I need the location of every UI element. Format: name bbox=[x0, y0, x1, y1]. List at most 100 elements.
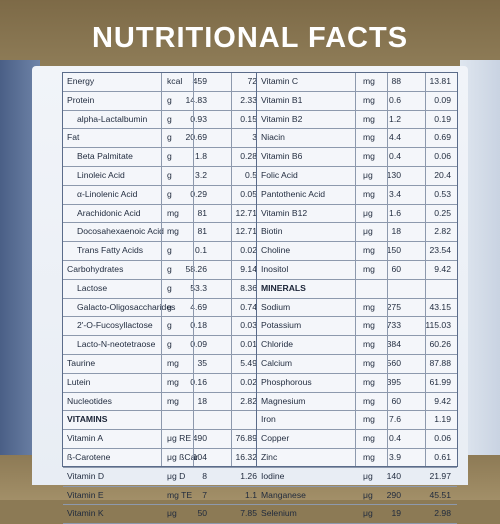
nutrient-name: Iodine bbox=[261, 470, 285, 481]
value-per-100g: 384 bbox=[386, 339, 401, 350]
value-per-serving: 87.88 bbox=[429, 357, 451, 368]
nutrient-name: Beta Palmitate bbox=[77, 151, 133, 162]
value-per-serving: 115.03 bbox=[425, 320, 451, 331]
value-per-serving: 0.05 bbox=[240, 188, 257, 199]
table-row: Linoleic Acid g 3.2 0.5 bbox=[63, 167, 263, 186]
value-per-100g: 290 bbox=[386, 489, 401, 500]
nutrient-unit: mg bbox=[363, 320, 375, 331]
nutrient-name: Lactose bbox=[77, 282, 108, 293]
nutrient-unit: mg bbox=[363, 113, 375, 124]
nutrient-name: Inositol bbox=[261, 263, 289, 274]
table-row: Inositol mg 60 9.42 bbox=[257, 261, 457, 280]
value-per-serving: 1.26 bbox=[240, 470, 257, 481]
nutrient-unit: g bbox=[167, 113, 172, 124]
value-per-serving: 16.32 bbox=[235, 451, 257, 462]
nutrient-name: Biotin bbox=[261, 226, 283, 237]
section-heading: MINERALS bbox=[257, 280, 457, 299]
table-row: Iron mg 7.6 1.19 bbox=[257, 411, 457, 431]
value-per-serving: 0.01 bbox=[240, 339, 257, 350]
nutrient-unit: g bbox=[167, 263, 172, 274]
value-per-serving: 3 bbox=[252, 132, 257, 143]
value-per-100g: 0.18 bbox=[190, 320, 207, 331]
nutrient-unit: mg bbox=[167, 357, 179, 368]
value-per-100g: 19 bbox=[391, 508, 401, 519]
value-per-100g: 4.4 bbox=[389, 132, 401, 143]
value-per-100g: 0.29 bbox=[190, 188, 207, 199]
nutrient-name: Chloride bbox=[261, 339, 294, 350]
nutrient-name: Sodium bbox=[261, 301, 291, 312]
table-row: Sodium mg 275 43.15 bbox=[257, 299, 457, 318]
table-row: Iodine μg 140 21.97 bbox=[257, 468, 457, 487]
value-per-serving: 0.19 bbox=[434, 113, 451, 124]
nutrient-unit: g bbox=[167, 94, 172, 105]
table-row: Lactose g 53.3 8.36 bbox=[63, 280, 263, 299]
nutrient-unit: μg bbox=[363, 489, 373, 500]
nutrient-unit: mg TE bbox=[167, 489, 193, 500]
value-per-serving: 0.25 bbox=[434, 207, 451, 218]
page-title: NUTRITIONAL FACTS bbox=[91, 22, 409, 54]
value-per-100g: 733 bbox=[386, 320, 401, 331]
table-row: Vitamin C mg 88 13.81 bbox=[257, 73, 457, 92]
table-row: Lacto-N-neotetraose g 0.09 0.01 bbox=[63, 336, 263, 355]
value-per-serving: 0.5 bbox=[245, 169, 257, 180]
nutrient-unit: g bbox=[167, 320, 172, 331]
value-per-serving: 0.28 bbox=[240, 151, 257, 162]
table-row: Trans Fatty Acids g 0.1 0.02 bbox=[63, 242, 263, 261]
nutrient-name: Vitamin B12 bbox=[261, 207, 308, 218]
nutrient-unit: mg bbox=[363, 245, 375, 256]
value-per-serving: 1.1 bbox=[245, 489, 257, 500]
nutrient-name: Lacto-N-neotetraose bbox=[77, 339, 156, 350]
value-per-serving: 0.02 bbox=[240, 245, 257, 256]
value-per-100g: 58.26 bbox=[185, 263, 207, 274]
table-row: Taurine mg 35 5.49 bbox=[63, 355, 263, 374]
table-row: Beta Palmitate g 1.8 0.28 bbox=[63, 148, 263, 167]
nutrient-unit: μg bbox=[363, 226, 373, 237]
nutrient-name: alpha-Lactalbumin bbox=[77, 113, 148, 124]
value-per-serving: 2.98 bbox=[434, 508, 451, 519]
table-row: Pantothenic Acid mg 3.4 0.53 bbox=[257, 186, 457, 205]
value-per-serving: 0.09 bbox=[434, 94, 451, 105]
table-row: Vitamin A μg RE 490 76.89 bbox=[63, 430, 263, 449]
table-row: alpha-Lactalbumin g 0.93 0.15 bbox=[63, 111, 263, 130]
table-row: Vitamin D μg D 8 1.26 bbox=[63, 468, 263, 487]
nutrient-unit: mg bbox=[363, 451, 375, 462]
value-per-100g: 8 bbox=[202, 470, 207, 481]
section-heading: VITAMINS bbox=[63, 411, 263, 431]
value-per-100g: 50 bbox=[197, 508, 207, 519]
nutrient-name: VITAMINS bbox=[67, 414, 108, 425]
value-per-serving: 12.71 bbox=[235, 226, 257, 237]
nutrient-unit: mg bbox=[363, 395, 375, 406]
value-per-serving: 45.51 bbox=[429, 489, 451, 500]
column-divider bbox=[161, 73, 162, 466]
nutrient-name: Phosphorous bbox=[261, 376, 312, 387]
nutrient-name: Magnesium bbox=[261, 395, 306, 406]
table-row: ß-Carotene μg ßCar 104 16.32 bbox=[63, 449, 263, 468]
nutrient-name: Nucleotides bbox=[67, 395, 112, 406]
nutrient-unit: mg bbox=[363, 76, 375, 86]
nutrient-unit: mg bbox=[363, 94, 375, 105]
nutrient-name: Vitamin C bbox=[261, 76, 299, 86]
value-per-serving: 0.03 bbox=[240, 320, 257, 331]
value-per-100g: 81 bbox=[197, 207, 207, 218]
table-row: 2'-O-Fucosyllactose g 0.18 0.03 bbox=[63, 317, 263, 337]
value-per-serving: 0.06 bbox=[434, 151, 451, 162]
nutrient-unit: mg bbox=[167, 395, 179, 406]
value-per-100g: 560 bbox=[386, 357, 401, 368]
nutrient-name: Linoleic Acid bbox=[77, 169, 125, 180]
nutrient-name: Vitamin K bbox=[67, 508, 104, 519]
table-row: Zinc mg 3.9 0.61 bbox=[257, 449, 457, 468]
column-divider bbox=[425, 73, 426, 466]
value-per-serving: 0.53 bbox=[434, 188, 451, 199]
nutrient-name: Docosahexaenoic Acid bbox=[77, 226, 164, 237]
nutrient-name: Niacin bbox=[261, 132, 285, 143]
nutrient-unit: μg bbox=[363, 470, 373, 481]
nutrient-unit: μg bbox=[363, 169, 373, 180]
table-row: Manganese μg 290 45.51 bbox=[257, 487, 457, 506]
nutrient-unit: mg bbox=[363, 357, 375, 368]
value-per-100g: 0.4 bbox=[389, 151, 401, 162]
table-row: Calcium mg 560 87.88 bbox=[257, 355, 457, 374]
table-row: Nucleotides mg 18 2.82 bbox=[63, 393, 263, 412]
table-row: Protein g 14.83 2.33 bbox=[63, 92, 263, 111]
value-per-serving: 2.82 bbox=[434, 226, 451, 237]
